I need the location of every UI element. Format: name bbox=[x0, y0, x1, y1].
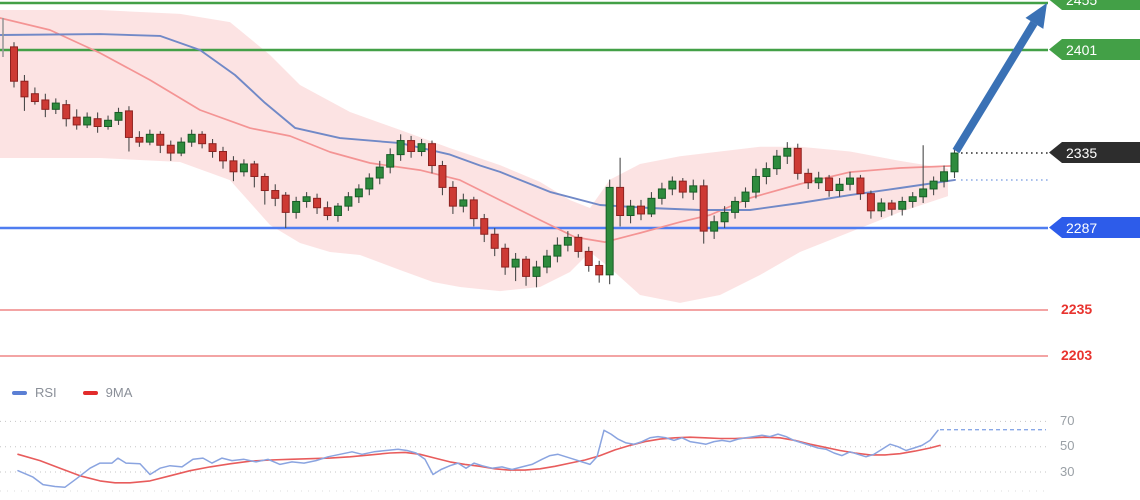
price-label-support: 2287 bbox=[1049, 217, 1140, 238]
price-label-resistance: 2401 bbox=[1049, 39, 1140, 60]
rsi-axis-tick-70: 70 bbox=[1060, 413, 1075, 428]
ma9-swatch-icon bbox=[82, 390, 98, 395]
price-label-target-text: 2455 bbox=[1066, 0, 1097, 8]
rsi-swatch-icon bbox=[12, 390, 27, 395]
rsi-legend-label: RSI bbox=[35, 385, 57, 400]
price-label-target: 2455 bbox=[1049, 0, 1140, 10]
price-label-resistance-text: 2401 bbox=[1066, 41, 1098, 58]
indicator-legend: RSI 9MA bbox=[12, 385, 158, 400]
price-label-minor-1: 2235 bbox=[1061, 301, 1093, 317]
price-label-minor-2: 2203 bbox=[1061, 347, 1093, 363]
price-label-support-text: 2287 bbox=[1066, 219, 1098, 236]
ma9-legend-label: 9MA bbox=[105, 385, 133, 400]
rsi-axis-tick-30: 30 bbox=[1060, 464, 1075, 479]
price-label-current: 2335 bbox=[1049, 142, 1140, 163]
rsi-axis-tick-50: 50 bbox=[1060, 438, 1075, 453]
price-label-current-text: 2335 bbox=[1066, 144, 1098, 161]
